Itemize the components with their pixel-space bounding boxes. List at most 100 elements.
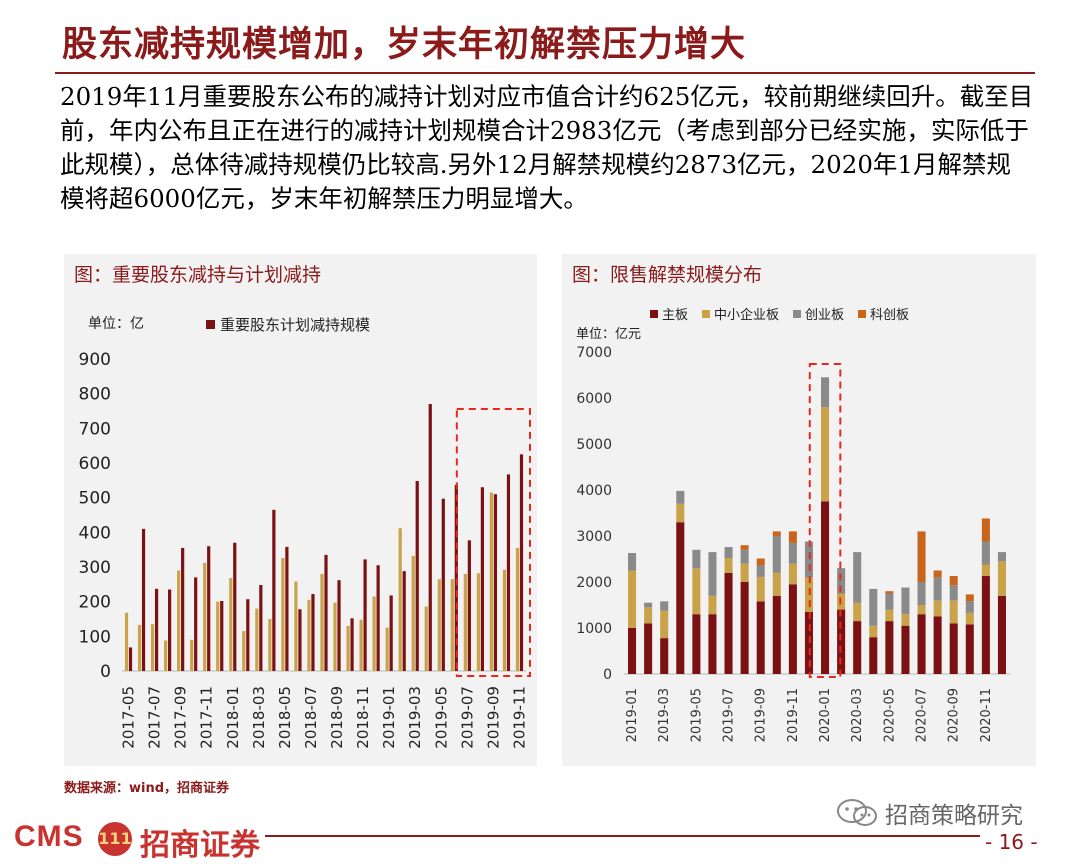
legend-label: 重要股东计划减持规模 (220, 316, 370, 334)
bar (285, 546, 289, 671)
bar (437, 579, 441, 671)
stacked-bar-segment (885, 591, 894, 594)
chart-title: 图：重要股东减持与计划减持 (74, 264, 322, 286)
stacked-bar-segment (885, 609, 894, 622)
x-tick-label: 2019-09 (754, 688, 769, 742)
stacked-bar-segment (901, 625, 910, 674)
bar (424, 606, 428, 671)
stacked-bar-segment (628, 553, 637, 571)
y-tick-label: 300 (79, 558, 111, 578)
x-tick-label: 2019-05 (689, 688, 704, 742)
stacked-bar-segment (692, 614, 701, 674)
stacked-bar-segment (644, 623, 653, 674)
stacked-bar-segment (949, 576, 958, 586)
stacked-bar-segment (965, 601, 974, 613)
stacked-bar-segment (740, 549, 749, 564)
stacked-bar-segment (917, 582, 926, 605)
stacked-bar-segment (997, 561, 1006, 596)
stacked-bar-segment (917, 605, 926, 615)
x-tick-label: 2017-11 (198, 686, 216, 749)
chart-panel-shareholder-reduction: 图：重要股东减持与计划减持 单位：亿 重要股东计划减持规模 0 100 200 300 40… (64, 254, 537, 766)
stacked-bar-segment (740, 582, 749, 674)
y-tick-label: 7000 (576, 345, 612, 361)
stacked-bar-segment (692, 549, 701, 569)
legend-label: 创业板 (805, 308, 844, 323)
brand-logo-en: CMS (14, 820, 84, 853)
bar (233, 542, 237, 671)
stacked-bar-segment (676, 503, 685, 523)
unit-label: 单位：亿 (88, 316, 144, 332)
stacked-bar-segment (853, 552, 862, 603)
stacked-bar-segment (997, 595, 1006, 674)
chart-title: 图：限售解禁规模分布 (572, 264, 763, 286)
chart-panel-unlock-distribution: 图：限售解禁规模分布 主板 中小企业板 创业板 科创板 单位：亿元 0 1000 2000 30… (562, 254, 1036, 766)
y-tick-label: 6000 (576, 391, 612, 407)
bar (346, 625, 350, 671)
wechat-icon (837, 799, 877, 826)
bar (272, 509, 276, 671)
stacked-bar-segment (933, 570, 942, 578)
stacked-bar-segment (708, 552, 717, 596)
x-tick-label: 2019-01 (380, 686, 398, 749)
stacked-bar-segment (756, 558, 765, 566)
stacked-bar-segment (949, 623, 958, 674)
bar (124, 612, 129, 671)
bar (489, 492, 494, 671)
stacked-bar-segment (853, 602, 862, 622)
stacked-bar-segment (837, 609, 846, 674)
bar (168, 589, 172, 671)
x-tick-label: 2020-01 (818, 688, 833, 742)
x-tick-label: 2018-07 (302, 686, 320, 749)
bar (467, 540, 471, 671)
bar (333, 602, 337, 671)
y-tick-label: 5000 (576, 437, 612, 453)
bar (450, 579, 454, 671)
y-tick-label: 1000 (576, 621, 612, 637)
highlight-box (808, 363, 842, 678)
title-divider (55, 72, 1035, 74)
y-tick-label: 500 (79, 489, 111, 509)
bar (441, 498, 445, 671)
stacked-bar-segment (965, 594, 974, 602)
bar (194, 577, 198, 671)
legend-label: 主板 (662, 308, 688, 323)
bar (363, 559, 367, 671)
stacked-bar-segment (772, 536, 781, 573)
stacked-bar-segment (756, 601, 765, 674)
stacked-bar-segment (644, 607, 653, 624)
y-tick-label: 2000 (576, 575, 612, 591)
x-tick-label: 2018-05 (276, 686, 294, 749)
x-tick-label: 2019-03 (657, 688, 672, 742)
y-tick-label: 400 (79, 523, 111, 543)
legend-swatch (702, 310, 710, 318)
x-tick-label: 2020-09 (947, 688, 962, 742)
stacked-bar-segment (788, 531, 797, 543)
bar (372, 596, 376, 671)
bar (515, 547, 520, 671)
reduction-bar-chart: 单位：亿 重要股东计划减持规模 0 100 200 300 400 500 600 700 800 9… (79, 316, 532, 749)
stacked-bar-segment (917, 531, 926, 582)
x-tick-label: 2017-05 (120, 686, 138, 749)
y-tick-label: 4000 (576, 483, 612, 499)
bar (203, 562, 207, 671)
bar (463, 573, 467, 671)
stacked-bar-segment (853, 621, 862, 674)
legend-swatch (793, 310, 801, 318)
stacked-bar-segment (933, 577, 942, 601)
x-tick-label: 2020-11 (979, 688, 994, 742)
bar (428, 404, 432, 671)
bar (181, 547, 185, 671)
highlight-box (455, 408, 532, 677)
stacked-bar-segment (933, 616, 942, 674)
stacked-bar-segment (724, 558, 733, 573)
stacked-bar-segment (756, 576, 765, 602)
bar (324, 554, 328, 671)
stacked-bar-segment (885, 593, 894, 610)
y-tick-label: 200 (79, 593, 111, 613)
legend-swatch (650, 310, 658, 318)
x-tick-label: 2018-03 (250, 686, 268, 749)
stacked-bar-segment (981, 564, 990, 577)
bar (255, 608, 259, 671)
stacked-bar-segment (676, 522, 685, 674)
bar (415, 481, 419, 671)
